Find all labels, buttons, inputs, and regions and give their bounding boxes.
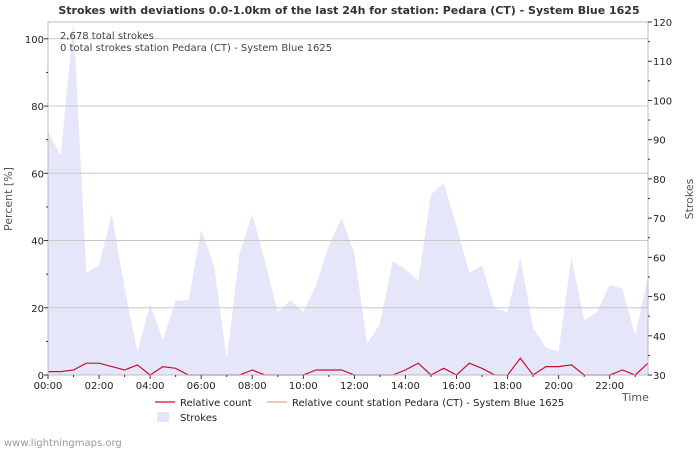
left-tick-label: 60: [31, 169, 44, 180]
strokes-area: [48, 22, 648, 375]
right-y-axis: 30 40 50 60 70 80 90 100 110 120: [648, 18, 672, 382]
grid-layer: [48, 38, 648, 309]
right-tick-label: 60: [653, 253, 666, 264]
x-tick-label: 18:00: [493, 381, 522, 392]
right-tick-label: 30: [653, 371, 666, 382]
right-tick-label: 70: [653, 214, 666, 225]
right-tick-label: 110: [653, 57, 672, 68]
station-strokes-note: 0 total strokes station Pedara (CT) - Sy…: [60, 43, 332, 54]
total-strokes-note: 2,678 total strokes: [60, 31, 154, 42]
relative-count-layer: [48, 357, 649, 376]
watermark[interactable]: www.lightningmaps.org: [4, 438, 122, 449]
legend: Relative count Relative count station Pe…: [155, 398, 564, 424]
x-tick-label: 02:00: [85, 381, 114, 392]
left-y-axis: 0 20 40 60 80 100: [25, 35, 48, 382]
x-tick-label: 12:00: [340, 381, 369, 392]
strokes-area-layer: [48, 22, 648, 375]
x-tick-label: 00:00: [34, 381, 63, 392]
relative-count-line: [48, 357, 649, 376]
left-tick-label: 40: [31, 237, 44, 248]
x-tick-label: 14:00: [391, 381, 420, 392]
x-tick-label: 20:00: [544, 381, 573, 392]
x-tick-label: 04:00: [136, 381, 165, 392]
left-tick-label: 100: [25, 35, 44, 46]
right-axis-title: Strokes: [683, 178, 696, 219]
x-tick-label: 10:00: [289, 381, 318, 392]
right-tick-label: 80: [653, 175, 666, 186]
x-axis: 00:00 02:00 04:00 06:00 08:00 10:00 12:00 14:00…: [34, 375, 636, 392]
left-tick-label: 0: [38, 371, 44, 382]
x-axis-title: Time: [621, 391, 649, 404]
right-tick-label: 120: [653, 18, 672, 29]
right-tick-label: 100: [653, 96, 672, 107]
legend-station-label: Relative count station Pedara (CT) - Sys…: [292, 398, 564, 409]
left-tick-label: 20: [31, 304, 44, 315]
left-axis-title: Percent [%]: [2, 167, 15, 231]
right-tick-label: 40: [653, 332, 666, 343]
x-tick-label: 08:00: [238, 381, 267, 392]
legend-strokes-swatch: [157, 412, 169, 422]
legend-strokes-label: Strokes: [180, 413, 217, 424]
x-tick-label: 22:00: [595, 381, 624, 392]
chart-title: Strokes with deviations 0.0-1.0km of the…: [58, 4, 639, 17]
legend-relative-count-label: Relative count: [180, 398, 252, 409]
x-tick-label: 16:00: [442, 381, 471, 392]
right-tick-label: 50: [653, 293, 666, 304]
x-tick-label: 06:00: [187, 381, 216, 392]
left-tick-label: 80: [31, 102, 44, 113]
right-tick-label: 90: [653, 136, 666, 147]
